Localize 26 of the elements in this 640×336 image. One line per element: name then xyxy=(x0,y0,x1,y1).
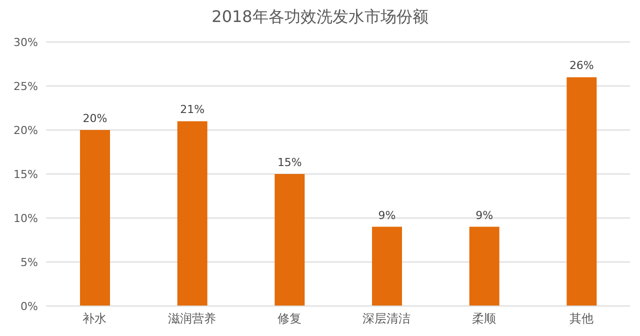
x-tick-label: 其他 xyxy=(569,312,594,326)
data-label: 26% xyxy=(569,59,594,72)
y-tick-label: 15% xyxy=(14,168,38,181)
bar xyxy=(372,226,402,306)
y-tick-label: 5% xyxy=(20,256,38,269)
x-tick-label: 补水 xyxy=(82,312,107,326)
data-label: 20% xyxy=(82,112,108,125)
y-tick-label: 30% xyxy=(14,36,38,49)
data-label: 21% xyxy=(180,103,205,116)
x-tick-label: 柔顺 xyxy=(472,312,496,326)
bar xyxy=(274,174,305,306)
data-label: 9% xyxy=(378,208,396,222)
data-label: 9% xyxy=(476,208,494,222)
y-tick-label: 10% xyxy=(14,212,38,225)
x-tick-label: 深层清洁 xyxy=(362,312,411,326)
bar xyxy=(566,77,597,306)
y-tick-label: 25% xyxy=(14,80,38,93)
x-tick-label: 滋润营养 xyxy=(168,312,216,326)
bar xyxy=(80,130,110,306)
bar xyxy=(469,226,500,306)
bar xyxy=(177,121,208,306)
data-label: 15% xyxy=(277,156,302,169)
y-tick-label: 0% xyxy=(20,300,38,313)
y-tick-label: 20% xyxy=(14,124,38,137)
x-tick-label: 修复 xyxy=(277,312,302,326)
chart-title: 2018年各功效洗发水市场份额 xyxy=(210,6,430,28)
